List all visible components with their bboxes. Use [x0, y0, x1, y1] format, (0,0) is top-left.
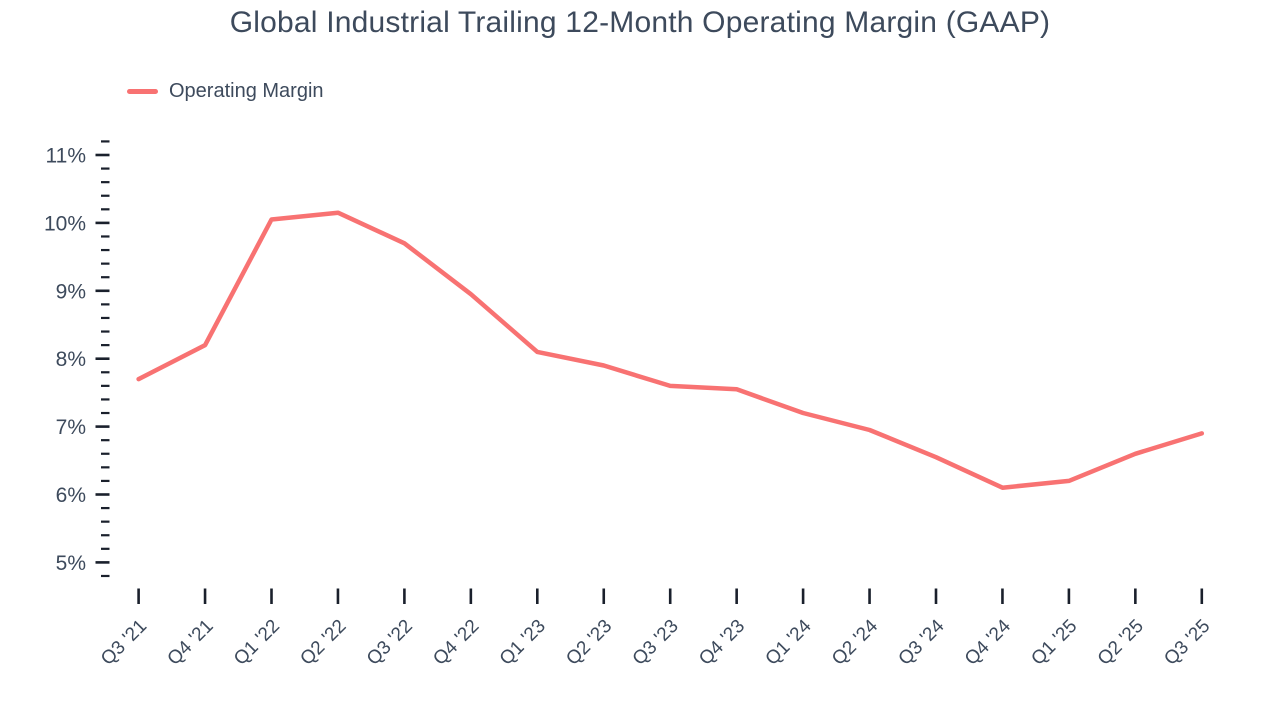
- x-axis-label: Q3 '25: [1160, 616, 1214, 670]
- operating-margin-series-line: [136, 210, 1205, 490]
- y-axis-label: 7%: [56, 416, 86, 439]
- y-axis-label: 11%: [46, 145, 86, 168]
- x-axis-label: Q1 '24: [762, 615, 816, 669]
- x-axis-label: Q1 '23: [496, 616, 550, 670]
- chart-title: Global Industrial Trailing 12-Month Oper…: [229, 6, 1051, 39]
- x-axis-label: Q4 '21: [164, 616, 218, 670]
- x-axis-label: Q4 '22: [429, 616, 483, 670]
- x-axis-label: Q2 '25: [1094, 616, 1148, 670]
- x-axis-label: Q3 '22: [363, 616, 417, 670]
- y-axis-label: 5%: [56, 552, 86, 575]
- x-axis-label: Q1 '25: [1027, 616, 1081, 670]
- y-axis-label: 8%: [56, 348, 86, 371]
- x-axis-label: Q4 '23: [695, 616, 749, 670]
- x-axis-label: Q3 '23: [629, 616, 683, 670]
- x-axis-label: Q3 '24: [895, 615, 949, 669]
- x-axis-label: Q2 '23: [562, 616, 616, 670]
- x-axis-label: Q2 '22: [296, 616, 350, 670]
- x-axis-label: Q4 '24: [961, 615, 1015, 669]
- legend-line-swatch: [127, 89, 158, 94]
- x-axis-label: Q1 '22: [230, 616, 284, 670]
- y-axis-label: 6%: [56, 484, 86, 507]
- legend-label: Operating Margin: [169, 80, 324, 102]
- x-axis-label: Q3 '21: [97, 616, 151, 670]
- y-axis-label: 10%: [44, 212, 86, 235]
- x-axis-label: Q2 '24: [828, 615, 882, 669]
- y-axis-label: 9%: [56, 280, 86, 303]
- legend: Operating Margin: [127, 80, 324, 103]
